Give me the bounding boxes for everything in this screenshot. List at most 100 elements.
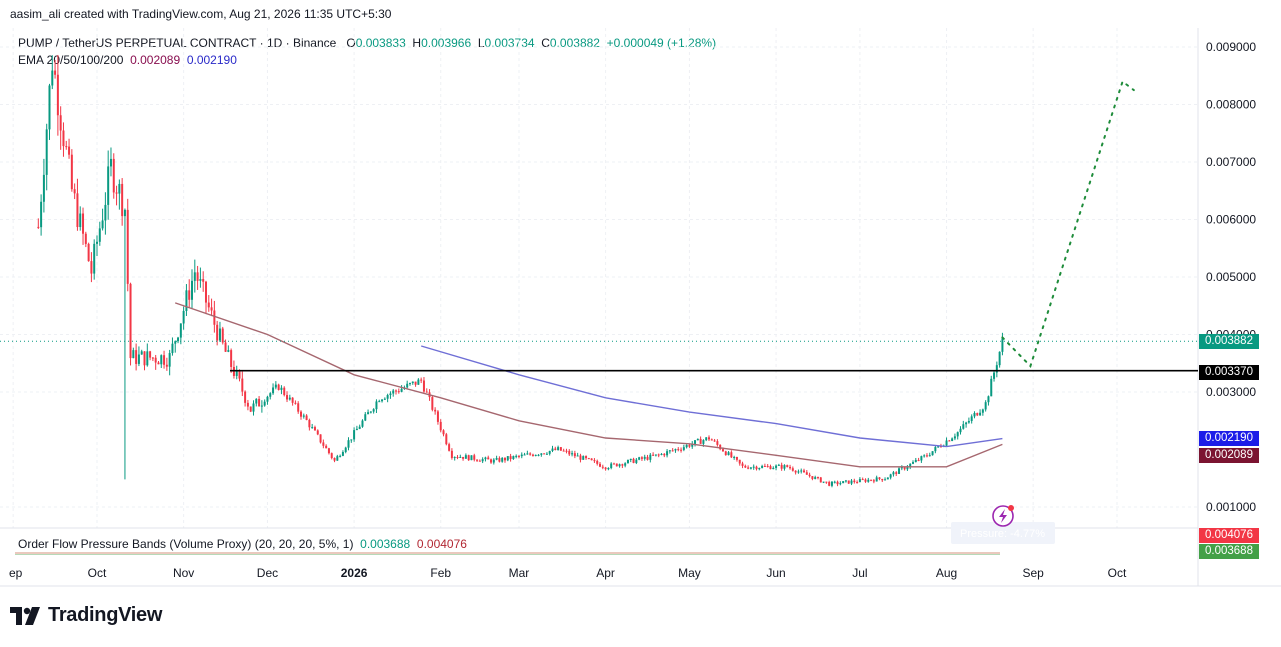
candle-body — [414, 381, 417, 385]
candle-body — [109, 158, 112, 167]
lightning-icon[interactable] — [992, 505, 1014, 527]
candle-body — [353, 430, 356, 440]
candle-body — [995, 365, 998, 373]
candle-body — [96, 241, 98, 244]
candle-body — [724, 451, 727, 456]
candle-body — [844, 480, 847, 482]
candle-body — [593, 460, 596, 462]
candle-body — [126, 209, 129, 284]
candle-body — [906, 467, 909, 470]
candle-body — [327, 448, 330, 454]
x-tick-label: May — [678, 566, 701, 580]
candle-body — [56, 74, 59, 116]
candle-body — [230, 350, 233, 367]
candle-body — [504, 457, 506, 461]
candle-body — [884, 479, 887, 481]
candle-body — [302, 415, 305, 417]
candle-body — [389, 393, 392, 396]
candle-body — [688, 444, 691, 447]
x-tick-label: Dec — [257, 566, 278, 580]
projection-path[interactable] — [1001, 79, 1135, 368]
candle-body — [937, 446, 940, 448]
candle-body — [629, 458, 632, 460]
x-tick-label: Jul — [852, 566, 867, 580]
candle-body — [140, 351, 143, 355]
candle-body — [710, 439, 713, 441]
candle-body — [551, 448, 554, 451]
candle-body — [82, 213, 85, 234]
candle-body — [828, 482, 831, 486]
candle-body — [914, 459, 917, 463]
candle-body — [529, 453, 532, 455]
x-tick-label: Jun — [766, 566, 785, 580]
candle-body — [411, 381, 414, 384]
candle-body — [839, 483, 842, 485]
candle-body — [811, 476, 814, 479]
candle-body — [313, 427, 316, 431]
candle-body — [151, 357, 154, 359]
candle-body — [244, 391, 247, 403]
candle-body — [322, 442, 325, 446]
candle-body — [696, 438, 699, 441]
indicator-value-2: 0.004076 — [416, 537, 467, 551]
candle-body — [241, 378, 244, 392]
candle-body — [442, 430, 445, 435]
candle-body — [663, 453, 666, 456]
candle-body — [850, 480, 853, 484]
candle-body — [789, 466, 792, 469]
candle-body — [434, 409, 437, 412]
candle-body — [490, 459, 493, 463]
candle-body — [406, 383, 409, 388]
candle-body — [766, 466, 769, 468]
candle-body — [121, 183, 124, 217]
ema-fast-line — [421, 345, 1003, 448]
candle-body — [515, 455, 518, 457]
candle-body — [207, 302, 210, 308]
candle-body — [218, 328, 221, 341]
candle-body — [272, 387, 275, 394]
candle-body — [297, 403, 300, 412]
candle-body — [311, 427, 314, 429]
candle-body — [741, 463, 744, 466]
candle-body — [562, 450, 565, 452]
x-axis[interactable]: ep Oct Nov Dec 2026 Feb Mar Apr May Jun Jul Aug Sep O… — [9, 566, 1127, 580]
indicator-label[interactable]: Order Flow Pressure Bands (Volume Proxy)… — [18, 537, 354, 551]
candle-body — [478, 460, 481, 462]
tradingview-logo[interactable]: TradingView — [10, 604, 162, 627]
candle-body — [545, 453, 548, 455]
candle-body — [87, 243, 90, 262]
candle-body — [277, 384, 280, 390]
candle-body — [803, 470, 806, 473]
candle-body — [62, 130, 65, 147]
x-tick-label: Sep — [1022, 566, 1044, 580]
candle-body — [903, 467, 906, 470]
candle-body — [948, 440, 951, 442]
candle-body — [462, 456, 465, 459]
candle-body — [249, 406, 252, 412]
y-tick-label: 0.005000 — [1206, 270, 1256, 284]
candle-body — [749, 467, 752, 469]
candle-body — [934, 447, 937, 452]
candle-body — [288, 397, 291, 400]
candle-body — [998, 351, 1001, 366]
candle-body — [316, 430, 319, 435]
candle-body — [154, 357, 157, 363]
candle-body — [118, 183, 121, 194]
x-tick-label: Oct — [1108, 566, 1127, 580]
candle-body — [325, 445, 328, 449]
candle-body — [797, 471, 800, 473]
candle-body — [657, 454, 660, 456]
candle-body — [886, 477, 889, 480]
candle-body — [967, 420, 970, 423]
y-tick-label: 0.008000 — [1206, 98, 1256, 112]
candle-body — [51, 70, 54, 86]
candle-body — [959, 428, 962, 433]
candle-body — [210, 307, 213, 311]
candle-body — [694, 440, 697, 444]
candle-body — [137, 354, 140, 364]
candle-body — [341, 452, 344, 456]
candle-body — [196, 272, 199, 281]
ema-label[interactable]: EMA 20/50/100/200 — [18, 53, 124, 67]
candle-body — [453, 457, 456, 459]
